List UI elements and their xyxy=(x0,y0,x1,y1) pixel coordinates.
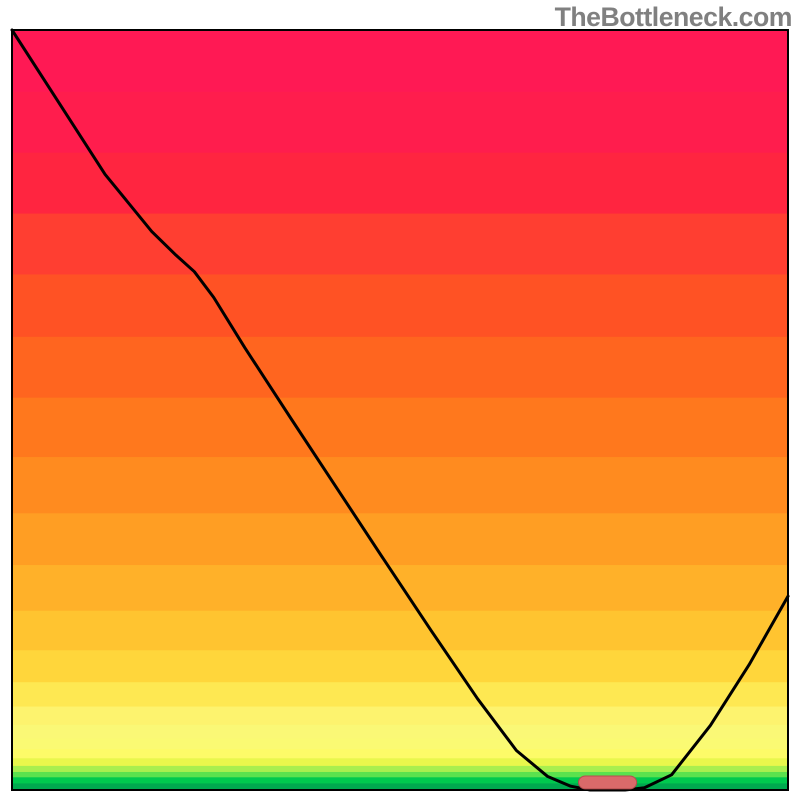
gradient-band xyxy=(12,91,788,153)
gradient-band xyxy=(12,336,788,398)
gradient-band xyxy=(12,456,788,513)
gradient-band xyxy=(12,564,788,611)
gradient-band xyxy=(12,681,788,706)
gradient-band xyxy=(12,610,788,651)
gradient-band xyxy=(12,776,788,783)
gradient-band xyxy=(12,649,788,682)
gradient-band xyxy=(12,397,788,457)
gradient-band xyxy=(12,738,788,750)
gradient-band xyxy=(12,748,788,758)
gradient-band xyxy=(12,724,788,739)
gradient-band xyxy=(12,30,788,92)
gradient-band xyxy=(12,273,788,336)
gradient-band xyxy=(12,213,788,275)
optimal-range-marker xyxy=(578,776,636,789)
chart-svg xyxy=(0,0,800,800)
gradient-band xyxy=(12,765,788,772)
gradient-band xyxy=(12,512,788,565)
gradient-band xyxy=(12,757,788,766)
gradient-band xyxy=(12,706,788,725)
bottleneck-chart: TheBottleneck.com xyxy=(0,0,800,800)
